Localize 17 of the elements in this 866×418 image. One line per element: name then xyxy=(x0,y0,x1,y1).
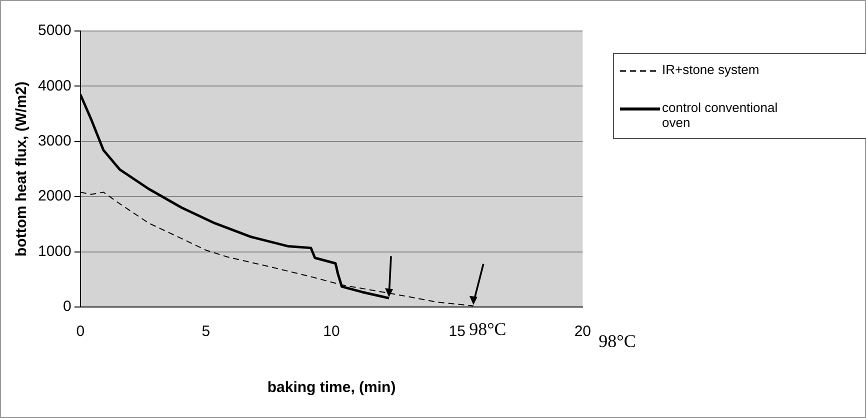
y-tick-label: 0 xyxy=(63,298,72,316)
y-tick-label: 5000 xyxy=(38,22,72,40)
x-axis-title: baking time, (min) xyxy=(267,379,396,396)
text: 98°C xyxy=(598,331,636,352)
x-tick-label: 0 xyxy=(76,323,85,340)
y-axis-title: bottom heat flux, (W/m2) xyxy=(13,82,30,256)
y-tick-label: 2000 xyxy=(38,188,72,205)
x-tick-label: 15 xyxy=(448,323,466,340)
y-tick-label: 4000 xyxy=(38,77,72,94)
legend-label: IR+stone system xyxy=(662,62,760,77)
text: 98°C xyxy=(469,319,506,340)
y-tick-label: 3000 xyxy=(38,132,72,150)
x-tick-label: 5 xyxy=(202,323,210,340)
x-tick-label: 10 xyxy=(323,323,340,340)
y-tick-label: 1000 xyxy=(38,242,72,260)
legend-label: control conventional oven xyxy=(662,100,779,130)
x-tick-label: 20 xyxy=(574,323,591,340)
